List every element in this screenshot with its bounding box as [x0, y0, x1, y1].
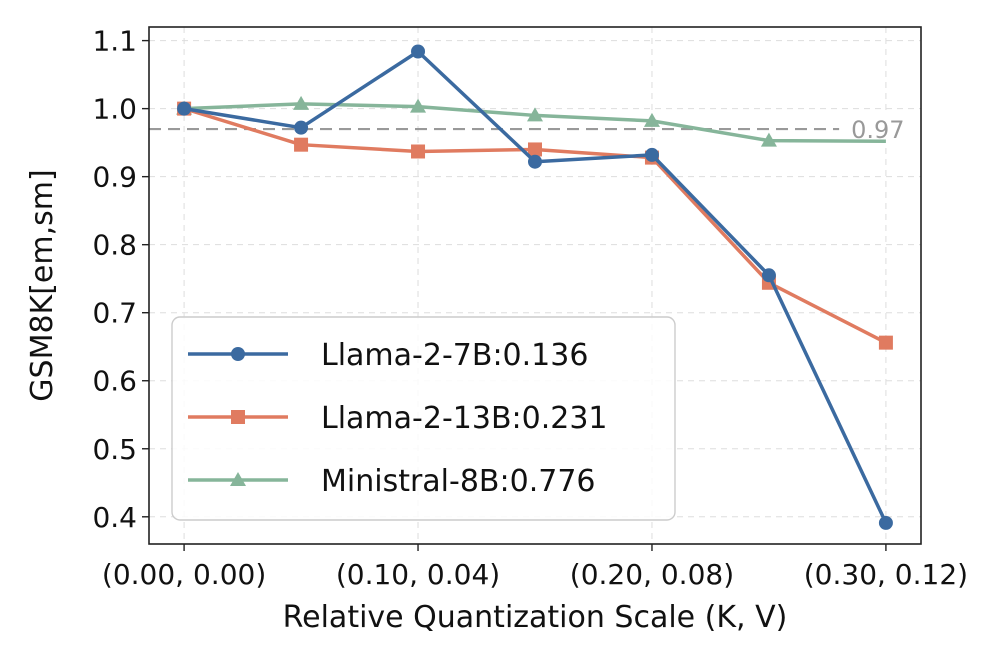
legend-label: Llama-2-7B:0.136 [321, 338, 588, 373]
y-tick-label: 0.4 [92, 501, 137, 534]
series-group [176, 44, 893, 530]
plot-area-frame [148, 26, 922, 545]
data-point [294, 120, 309, 135]
data-point [411, 44, 426, 59]
axis-ticks: 0.4 0.5 0.6 0.7 0.8 0.9 1.0 1.1 (0.00, 0.00) (0.1… [92, 25, 968, 591]
legend-box [171, 316, 676, 521]
data-point [527, 107, 543, 122]
y-tick-label: 1.0 [92, 93, 137, 126]
data-point [644, 147, 659, 162]
data-point [231, 410, 245, 424]
data-point [878, 335, 893, 350]
y-tick-label: 1.1 [92, 25, 137, 58]
x-tick-label: (0.20, 0.08) [570, 558, 734, 591]
y-tick-label: 0.6 [92, 365, 137, 398]
data-point [177, 101, 192, 116]
data-point [528, 154, 542, 169]
data-point [230, 472, 246, 486]
x-tick-label: (0.10, 0.04) [336, 558, 500, 591]
data-point [293, 95, 310, 110]
data-point [410, 98, 427, 113]
data-point [231, 347, 245, 361]
data-point [760, 132, 777, 147]
data-point [878, 515, 893, 530]
legend-label: Ministral-8B:0.776 [321, 464, 596, 499]
x-tick-label: (0.30, 0.12) [804, 558, 968, 591]
x-tick-label: (0.00, 0.00) [102, 558, 266, 591]
x-axis-title: Relative Quantization Scale (K, V) [283, 600, 788, 635]
y-tick-label: 0.9 [92, 161, 137, 194]
series-0 [177, 44, 893, 530]
y-tick-label: 0.8 [92, 229, 137, 262]
data-point [643, 112, 660, 127]
data-point [761, 268, 776, 283]
y-axis-title: GSM8K[em,sm] [25, 169, 60, 401]
data-point [294, 137, 309, 152]
y-tick-label: 0.7 [92, 297, 137, 330]
data-point [528, 142, 542, 157]
y-tick-label: 0.5 [92, 433, 137, 466]
legend: Llama-2-7B:0.136 Llama-2-13B:0.231 Ministr… [171, 316, 676, 521]
data-point [411, 144, 426, 159]
reference-line-label: 0.97 [851, 116, 904, 144]
legend-label: Llama-2-13B:0.231 [321, 401, 608, 436]
